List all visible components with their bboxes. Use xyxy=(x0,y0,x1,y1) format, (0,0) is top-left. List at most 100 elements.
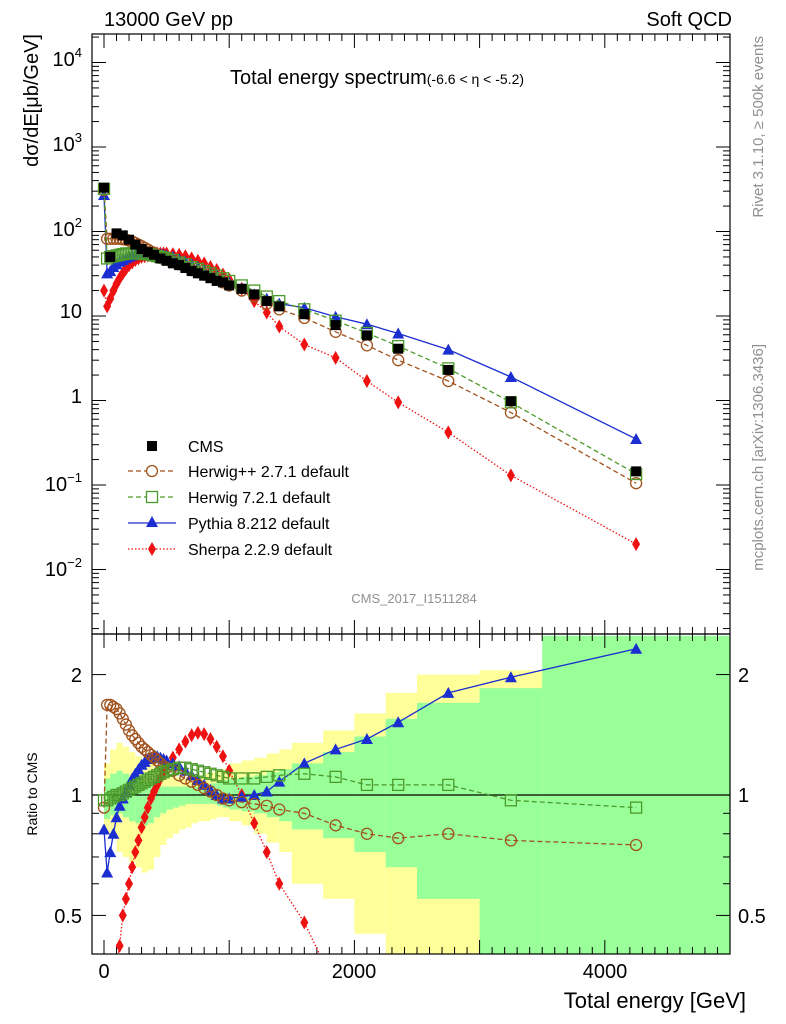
mcplots-info: mcplots.cern.ch [arXiv:1306.3436] xyxy=(750,344,767,571)
data-point-pythia-8-212-default xyxy=(329,310,342,322)
data-point-sherpa-2-2-9-default xyxy=(506,468,515,483)
data-point-herwig-2-7-1-default xyxy=(248,797,261,811)
data-point-pythia-8-212-default xyxy=(442,343,455,355)
data-point-pythia-8-212-default xyxy=(360,318,373,330)
data-point-herwig-2-7-1-default xyxy=(235,795,248,809)
uncertainty-band-inner xyxy=(179,786,186,806)
ytick-label-1e-1: 10−1 xyxy=(45,470,82,496)
data-point-cms xyxy=(211,275,222,286)
uncertainty-band-inner xyxy=(291,763,324,830)
ratio-ylabel: Ratio to CMS xyxy=(24,752,40,835)
ytick-label-1e4: 104 xyxy=(53,45,82,71)
data-point-sherpa-2-2-9-default xyxy=(181,734,190,749)
data-point-herwig-2-7-1-default xyxy=(210,788,223,802)
data-point-sherpa-2-2-9-default xyxy=(262,845,271,860)
data-point-cms xyxy=(631,466,642,477)
data-point-pythia-8-212-default xyxy=(173,760,186,772)
data-point-herwig-2-7-1-default xyxy=(216,792,230,805)
ytick-label-1e-2: 10−2 xyxy=(45,555,82,581)
data-point-sherpa-2-2-9-default xyxy=(175,742,184,757)
data-point-cms xyxy=(149,249,160,260)
data-point-pythia-8-212-default xyxy=(630,433,643,445)
data-point-herwig-7-2-1-default xyxy=(273,769,286,782)
data-point-pythia-8-212-default xyxy=(98,823,110,835)
uncertainty-band-inner xyxy=(160,786,167,814)
ytick-label-1e2: 102 xyxy=(53,215,82,241)
ytick-label-1e3: 103 xyxy=(53,130,82,156)
data-point-herwig-7-2-1-default xyxy=(154,767,167,780)
data-point-herwig-2-7-1-default xyxy=(504,834,518,847)
data-point-pythia-8-212-default xyxy=(298,757,311,769)
uncertainty-band-inner xyxy=(104,778,111,820)
data-point-sherpa-2-2-9-default xyxy=(300,915,309,930)
data-point-herwig-2-7-1-default xyxy=(104,698,117,712)
data-point-sherpa-2-2-9-default xyxy=(218,749,227,764)
data-point-herwig-7-2-1-default xyxy=(147,770,161,784)
data-point-cms xyxy=(205,273,216,284)
data-point-herwig-7-2-1-default xyxy=(151,769,164,782)
rivet-info: Rivet 3.1.10, ≥ 500k events xyxy=(750,36,767,218)
data-point-herwig-2-7-1-default xyxy=(185,775,198,788)
data-point-cms xyxy=(130,239,141,250)
data-point-sherpa-2-2-9-default xyxy=(125,876,134,891)
data-point-herwig-2-7-1-default xyxy=(223,794,236,807)
data-point-herwig-7-2-1-default xyxy=(166,763,180,776)
data-point-cms xyxy=(236,283,247,294)
uncertainty-band-inner xyxy=(129,776,136,822)
data-point-herwig-2-7-1-default xyxy=(129,732,142,746)
data-point-cms xyxy=(393,343,404,354)
data-point-herwig-2-7-1-default xyxy=(504,406,518,419)
data-point-sherpa-2-2-9-default xyxy=(118,908,127,923)
data-point-herwig-7-2-1-default xyxy=(504,794,518,807)
data-point-cms xyxy=(117,230,128,241)
data-point-cms xyxy=(111,228,122,239)
series-line-pythia-8-212-default xyxy=(103,195,637,440)
data-point-sherpa-2-2-9-default xyxy=(225,763,234,778)
data-point-herwig-7-2-1-default xyxy=(172,761,186,774)
data-point-cms xyxy=(155,253,166,264)
data-point-sherpa-2-2-9-default xyxy=(275,319,284,334)
data-point-pythia-8-212-default xyxy=(248,789,261,800)
ytick-label-1: 1 xyxy=(71,386,82,408)
data-point-herwig-2-7-1-default xyxy=(107,700,120,714)
data-point-herwig-7-2-1-default xyxy=(329,770,342,784)
data-point-herwig-2-7-1-default xyxy=(104,232,117,245)
uncertainty-band-inner xyxy=(354,736,386,853)
data-point-herwig-7-2-1-default xyxy=(132,778,145,792)
legend-item-sherpa: Sherpa 2.2.9 default xyxy=(128,542,333,559)
data-point-sherpa-2-2-9-default xyxy=(444,425,453,440)
data-point-herwig-2-7-1-default xyxy=(116,712,129,726)
data-point-sherpa-2-2-9-default xyxy=(143,800,152,815)
data-point-sherpa-2-2-9-default xyxy=(262,305,271,320)
x-axis-label: Total energy [GeV] xyxy=(564,988,746,1013)
header-left: 13000 GeV pp xyxy=(104,9,233,31)
data-point-cms xyxy=(167,258,178,269)
data-point-herwig-7-2-1-default xyxy=(392,778,405,792)
data-point-herwig-7-2-1-default xyxy=(157,766,170,779)
uncertainty-band-inner xyxy=(417,702,480,899)
data-point-pythia-8-212-default xyxy=(260,785,273,797)
data-point-pythia-8-212-default xyxy=(113,799,126,811)
data-point-herwig-2-7-1-default xyxy=(119,718,133,731)
data-point-herwig-7-2-1-default xyxy=(204,767,217,780)
legend-label-pythia: Pythia 8.212 default xyxy=(188,516,330,533)
data-point-pythia-8-212-default xyxy=(101,866,114,878)
ratio-series xyxy=(97,642,643,954)
data-point-cms xyxy=(217,277,228,288)
ratio-ytick-label-05: 0.5 xyxy=(54,906,82,928)
uncertainty-band-inner xyxy=(479,688,543,954)
legend-item-herwig7: Herwig 7.2.1 default xyxy=(128,490,331,507)
data-point-cms xyxy=(274,301,285,312)
data-point-cms xyxy=(261,296,272,307)
legend-label-herwig7: Herwig 7.2.1 default xyxy=(188,490,331,507)
data-point-herwig-7-2-1-default xyxy=(144,772,158,785)
data-point-herwig-7-2-1-default xyxy=(104,792,117,805)
data-point-herwig-7-2-1-default xyxy=(210,769,223,782)
data-point-herwig-7-2-1-default xyxy=(160,764,173,777)
data-point-herwig-2-7-1-default xyxy=(191,778,205,792)
data-point-herwig-2-7-1-default xyxy=(298,807,311,820)
legend-item-pythia: Pythia 8.212 default xyxy=(128,516,330,533)
uncertainty-band-inner xyxy=(116,770,123,814)
data-point-pythia-8-212-default xyxy=(504,370,517,382)
data-point-herwig-2-7-1-default xyxy=(629,838,643,852)
